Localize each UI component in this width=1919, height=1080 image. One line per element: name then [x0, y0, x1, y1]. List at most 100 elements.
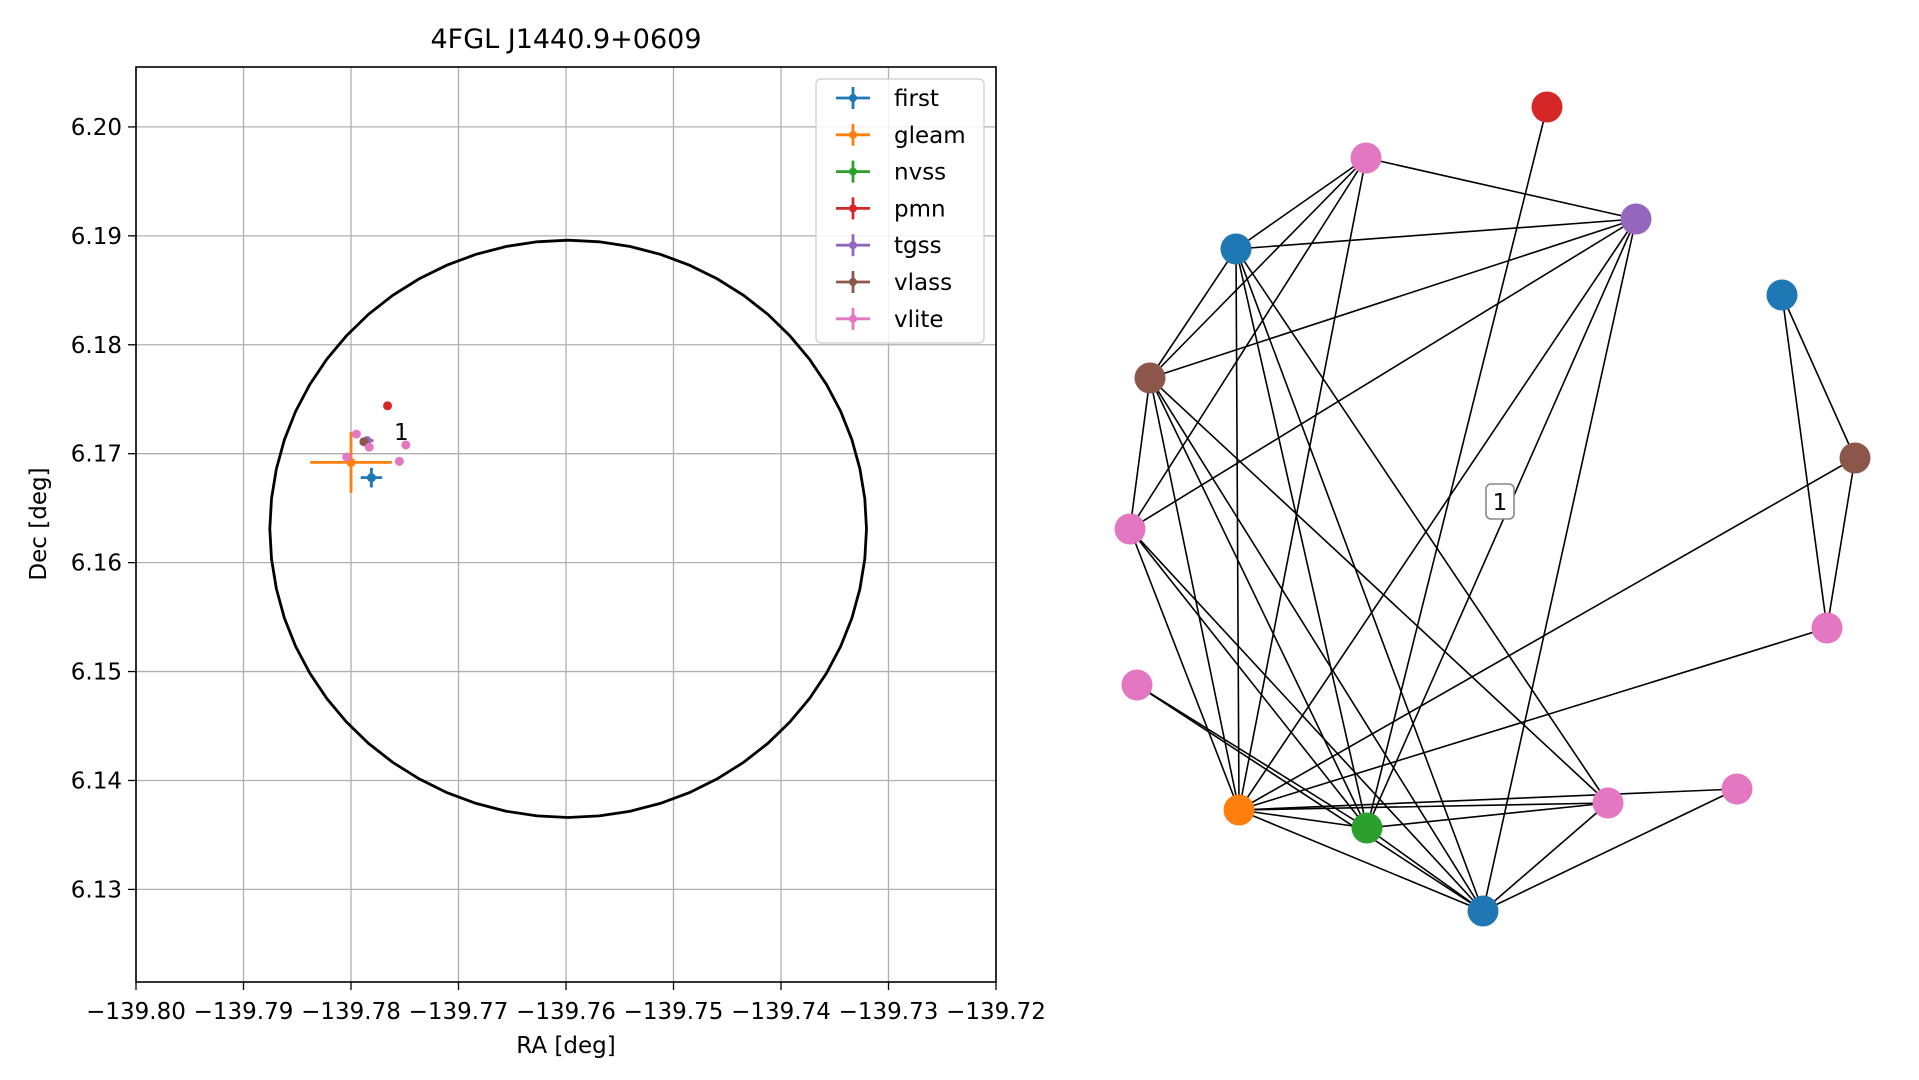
graph-edge [1238, 809, 1368, 829]
x-tick-label: −139.79 [194, 999, 294, 1025]
graph-edge [1149, 377, 1609, 804]
legend-entries: first gleam nvss pmn tgss vlass vlite [836, 86, 966, 333]
graph-edge [1136, 684, 1368, 829]
graph-edge [1149, 248, 1237, 379]
graph-node-vlass [1839, 442, 1871, 474]
x-tick-label: −139.73 [839, 999, 939, 1025]
graph-edge [1238, 157, 1367, 811]
graph-center-label-box [1485, 483, 1515, 520]
graph-edge [1129, 528, 1368, 829]
legend-nvss-label: nvss [894, 160, 946, 186]
graph-edge [1238, 802, 1609, 811]
x-tick-label: −139.78 [301, 999, 401, 1025]
graph-edges [1129, 106, 1856, 912]
legend-first-marker [849, 94, 857, 102]
legend-tgss-label: tgss [894, 233, 942, 259]
y-tick-label: 6.18 [71, 333, 122, 359]
vlite-point [394, 456, 404, 466]
graph-edge [1136, 684, 1484, 912]
graph-edge [1149, 377, 1368, 829]
x-tick-label: −139.80 [86, 999, 186, 1025]
graph-edge [1149, 218, 1637, 379]
plot-title: 4FGL J1440.9+0609 [430, 24, 701, 55]
graph-node-first [1220, 233, 1252, 265]
legend-vlass-marker [849, 278, 857, 286]
graph-node-vlite [1114, 513, 1146, 545]
y-tick-label: 6.17 [71, 442, 122, 468]
x-tick-label: −139.75 [624, 999, 724, 1025]
graph-edge [1238, 809, 1484, 912]
graph-edge [1235, 157, 1367, 250]
graph-edge [1129, 528, 1240, 811]
graph-edge [1238, 788, 1738, 811]
graph-edge [1149, 377, 1484, 912]
graph-edge [1238, 218, 1637, 811]
first-point [366, 473, 376, 483]
graph-node-first [1467, 895, 1499, 927]
graph-node-gleam [1223, 794, 1255, 826]
y-axis-label: Dec [deg] [26, 467, 52, 580]
y-tick-label: 6.16 [71, 551, 122, 577]
graph-edge [1235, 248, 1240, 811]
legend: first gleam nvss pmn tgss vlass vlite [815, 78, 985, 344]
x-axis-label: RA [deg] [516, 1033, 615, 1059]
graph-edge [1366, 827, 1484, 912]
graph-edge [1366, 218, 1637, 829]
graph-center-label: 1 [1485, 483, 1515, 520]
vlite-point [364, 442, 374, 452]
graph-edge [1129, 218, 1637, 530]
x-tick-label: −139.72 [946, 999, 1046, 1025]
graph-node-vlite [1121, 669, 1153, 701]
vlite-point [351, 429, 361, 439]
association-graph: 1 [1114, 91, 1871, 927]
graph-node-vlass [1134, 362, 1166, 394]
graph-edge [1149, 377, 1240, 811]
graph-node-vlite [1721, 773, 1753, 805]
graph-node-pmn [1531, 91, 1563, 123]
data-points-layer [310, 401, 411, 493]
legend-vlite-marker [849, 314, 857, 323]
x-tick-label: −139.77 [409, 999, 509, 1025]
legend-first-label: first [894, 86, 939, 112]
legend-gleam-marker [849, 130, 857, 139]
graph-edge [1366, 106, 1548, 829]
graph-edge [1149, 157, 1367, 379]
graph-edge [1366, 802, 1609, 829]
legend-gleam-label: gleam [894, 123, 966, 149]
legend-pmn-label: pmn [894, 196, 946, 222]
y-axis-ticks: 6.13 6.14 6.15 6.16 6.17 6.18 6.19 6.20 [71, 115, 136, 903]
legend-vlass-label: vlass [894, 270, 952, 296]
graph-edge [1365, 157, 1637, 220]
graph-edge [1482, 788, 1738, 912]
pmn-point [383, 401, 393, 411]
graph-node-vlite [1350, 142, 1382, 174]
graph-edge [1235, 218, 1637, 250]
graph-center-label-text: 1 [1493, 490, 1508, 516]
y-tick-label: 6.20 [71, 115, 122, 141]
localization-ellipse [268, 238, 868, 819]
x-tick-label: −139.76 [516, 999, 616, 1025]
graph-edge [1129, 157, 1367, 530]
y-tick-label: 6.19 [71, 224, 122, 250]
graph-node-first [1766, 279, 1798, 311]
position-plot: 1 −139.80 −139.79 −139.78 −139.77 −139.76 −13… [26, 24, 1046, 1059]
graph-edge [1826, 457, 1856, 629]
graph-node-nvss [1351, 812, 1383, 844]
graph-edge [1238, 627, 1828, 811]
graph-edge [1129, 528, 1484, 912]
graph-edge [1781, 294, 1856, 459]
y-tick-label: 6.15 [71, 660, 122, 686]
y-tick-label: 6.13 [71, 877, 122, 903]
graph-edge [1482, 218, 1637, 912]
graph-edge [1781, 294, 1828, 629]
y-tick-label: 6.14 [71, 768, 122, 794]
graph-edge [1235, 248, 1368, 829]
x-tick-label: −139.74 [731, 999, 831, 1025]
graph-edge [1235, 248, 1609, 804]
legend-box [815, 78, 985, 344]
legend-tgss-marker [849, 241, 857, 250]
x-axis-ticks: −139.80 −139.79 −139.78 −139.77 −139.76 −139.… [86, 982, 1046, 1025]
source-annotation: 1 [394, 420, 409, 446]
vlite-point [401, 440, 411, 450]
